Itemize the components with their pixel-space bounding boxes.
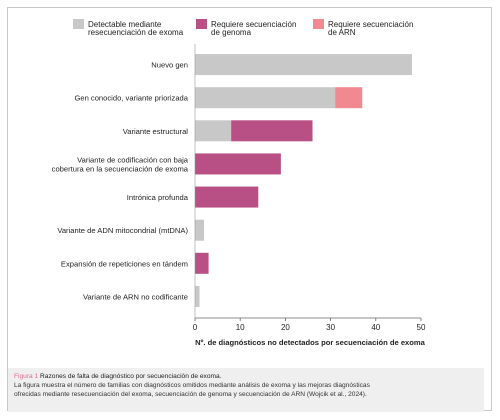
category-label-7: Expansión de repeticiones en tándem (61, 259, 188, 268)
bar-7-series-2 (195, 252, 209, 274)
bar-3-series-2 (231, 120, 313, 142)
category-label-8: Variante de ARN no codificante (83, 292, 188, 301)
category-label-4: cobertura en la secuenciación de exoma (52, 164, 189, 173)
bar-8-series-1 (195, 285, 200, 307)
bar-6-series-1 (195, 219, 205, 241)
x-tick-label-3: 20 (281, 323, 290, 332)
x-tick-label-2: 10 (236, 323, 245, 332)
bar-2-series-1 (195, 87, 336, 109)
legend-swatch-3 (313, 19, 324, 29)
caption-title: Razones de falta de diagnóstico por secu… (40, 373, 222, 380)
figure-frame: Detectable mediante resecuenciación de ex… (7, 7, 492, 411)
legend-label-3: de ARN (328, 28, 356, 37)
category-label-4: Variante de codificación con baja (77, 155, 189, 164)
caption-body-line-2: ofrecidas mediante resecuenciación del e… (14, 391, 367, 398)
legend-label-3: Requiere secuenciación (328, 20, 413, 29)
category-label-2: Gen conocido, variante priorizada (74, 94, 188, 103)
bar-5-series-2 (195, 186, 259, 208)
x-axis-title: Nº. de diagnósticos no detectados por se… (195, 338, 426, 347)
category-label-6: Variante de ADN mitocondrial (mtDNA) (57, 226, 188, 235)
legend-label-2: Requiere secuenciación (211, 20, 296, 29)
x-tick-label-1: 0 (193, 323, 198, 332)
caption-body-line-1: La figura muestra el número de familias … (14, 382, 370, 389)
x-tick-label-5: 40 (371, 323, 380, 332)
bar-1-series-1 (195, 54, 412, 76)
category-label-3: Variante estructural (123, 127, 189, 136)
legend-label-1: Detectable mediante (88, 20, 162, 29)
legend-swatch-2 (196, 19, 207, 29)
category-label-1: Nuevo gen (151, 61, 188, 70)
bar-2-series-3 (335, 87, 363, 109)
legend-label-1: resecuenciación de exoma (88, 28, 184, 37)
caption-band: Figura 1 Razones de falta de diagnóstico… (8, 368, 484, 412)
caption-heading: Figura 1 Razones de falta de diagnóstico… (14, 373, 222, 381)
bar-4-series-2 (195, 153, 281, 175)
legend-swatch-1 (73, 19, 84, 29)
x-tick-label-4: 30 (326, 323, 335, 332)
bar-3-series-1 (195, 120, 232, 142)
x-tick-label-6: 50 (417, 323, 426, 332)
legend-label-2: de genoma (211, 28, 252, 37)
category-label-5: Intrónica profunda (127, 193, 189, 202)
caption-figure-label: Figura 1 (14, 373, 39, 380)
